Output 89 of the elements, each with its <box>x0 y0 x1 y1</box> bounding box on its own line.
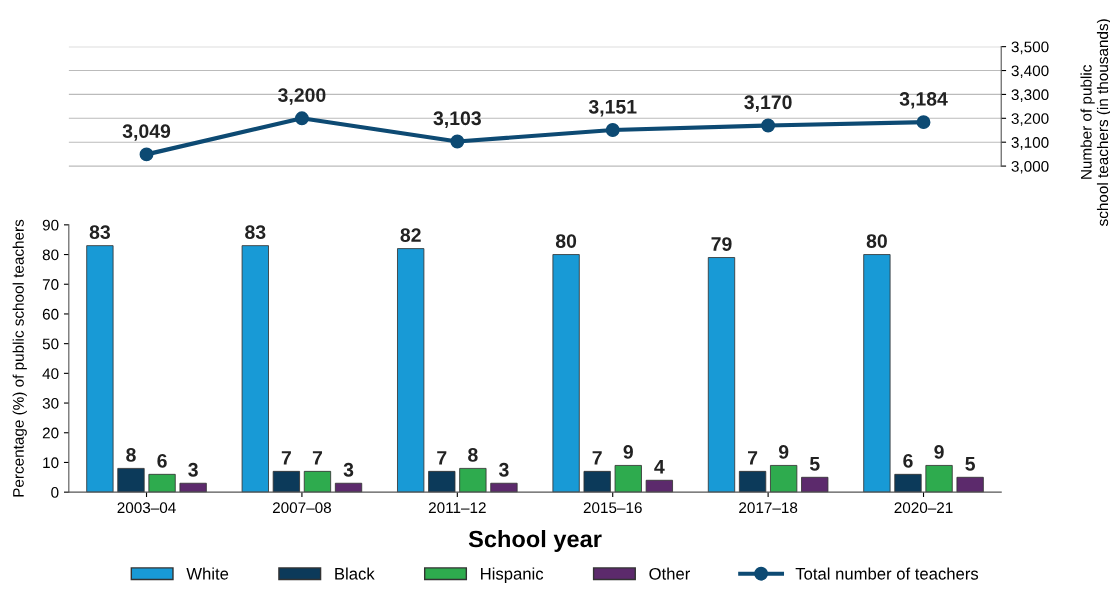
data-label: 83 <box>89 225 111 240</box>
data-label: 3,103 <box>433 111 481 128</box>
y-tick-label: 80 <box>42 249 59 261</box>
y2-tick-label: 3,200 <box>1011 113 1049 126</box>
y-tick-label: 10 <box>43 457 59 469</box>
data-label: 80 <box>866 234 887 248</box>
bar <box>148 473 176 493</box>
data-label: 7 <box>748 451 758 465</box>
x-tick-label: 2011–12 <box>428 502 486 514</box>
bar <box>241 245 269 493</box>
x-axis-title: School year <box>468 530 602 553</box>
data-label: 6 <box>157 453 167 468</box>
bar <box>490 482 518 493</box>
x-tick-label: 2015–16 <box>583 502 642 514</box>
y-axis-title: Percentage (%) of public school teachers <box>12 219 27 497</box>
bar <box>614 465 642 493</box>
point <box>761 118 776 133</box>
data-label: 9 <box>934 445 944 459</box>
data-label: 8 <box>126 448 136 462</box>
legend-label: Other <box>649 567 690 580</box>
data-label: 9 <box>623 445 633 459</box>
bar <box>303 470 332 493</box>
bar <box>738 470 767 493</box>
data-label: 3,151 <box>588 99 637 117</box>
bar <box>770 465 798 493</box>
data-label: 7 <box>312 451 323 465</box>
x-tick-label: 2017–18 <box>739 502 798 514</box>
y2-tick-label: 3,000 <box>1011 160 1049 174</box>
bar <box>801 476 829 493</box>
data-label: 80 <box>555 234 577 248</box>
bar <box>397 248 425 493</box>
x-tick-label: 2007–08 <box>272 502 331 514</box>
legend-label: Total number of teachers <box>795 567 979 580</box>
y2-tick-label: 3,500 <box>1011 41 1049 55</box>
data-label: 3 <box>498 462 509 477</box>
data-label: 3,200 <box>278 88 326 105</box>
bar <box>86 245 114 493</box>
data-label: 5 <box>965 457 976 471</box>
data-label: 5 <box>809 457 820 471</box>
y2-tick-label: 3,400 <box>1011 65 1049 79</box>
x-tick-label: 2020–21 <box>894 502 953 514</box>
data-label: 9 <box>778 445 789 459</box>
bar <box>117 467 145 493</box>
x-tick-label: 2003–04 <box>117 502 176 514</box>
legend-label: Black <box>335 567 375 580</box>
bar <box>707 257 736 493</box>
data-label: 82 <box>400 228 421 242</box>
data-label: 83 <box>245 225 266 240</box>
bar <box>428 470 456 493</box>
bar <box>459 467 487 493</box>
bar <box>925 465 953 493</box>
point <box>139 147 154 162</box>
y2-tick-label: 3,100 <box>1011 137 1049 150</box>
y-tick-label: 30 <box>42 397 59 409</box>
y2-tick-label: 3,300 <box>1011 89 1049 102</box>
data-label: 7 <box>437 451 447 465</box>
data-label: 7 <box>281 451 291 465</box>
bar <box>179 482 207 493</box>
legend-label: Hispanic <box>481 567 544 583</box>
bar <box>552 254 580 493</box>
point <box>605 123 620 137</box>
y-tick-label: 60 <box>42 308 59 320</box>
bar <box>272 470 301 493</box>
y-tick-label: 20 <box>42 427 59 439</box>
legend-label: White <box>186 567 229 580</box>
data-label: 79 <box>711 237 732 251</box>
bar <box>863 254 891 493</box>
data-label: 3,184 <box>899 92 948 109</box>
point <box>916 115 931 130</box>
y-tick-label: 70 <box>42 279 59 290</box>
y-tick-label: 90 <box>42 219 59 231</box>
data-label: 8 <box>468 448 478 462</box>
data-label: 4 <box>654 460 665 474</box>
bar <box>894 473 922 493</box>
data-label: 3 <box>343 462 354 477</box>
point <box>450 134 465 149</box>
data-label: 3,049 <box>122 124 171 141</box>
data-label: 3 <box>188 462 198 477</box>
bar <box>956 476 984 493</box>
y-tick-label: 0 <box>51 487 59 498</box>
data-label: 3,170 <box>744 95 792 112</box>
data-label: 7 <box>592 451 602 465</box>
point <box>294 111 309 126</box>
y-tick-label: 40 <box>42 368 59 380</box>
data-label: 6 <box>903 453 913 468</box>
y-tick-label: 50 <box>42 338 59 350</box>
bar <box>645 479 673 493</box>
bar <box>583 470 611 493</box>
bar <box>334 482 363 493</box>
